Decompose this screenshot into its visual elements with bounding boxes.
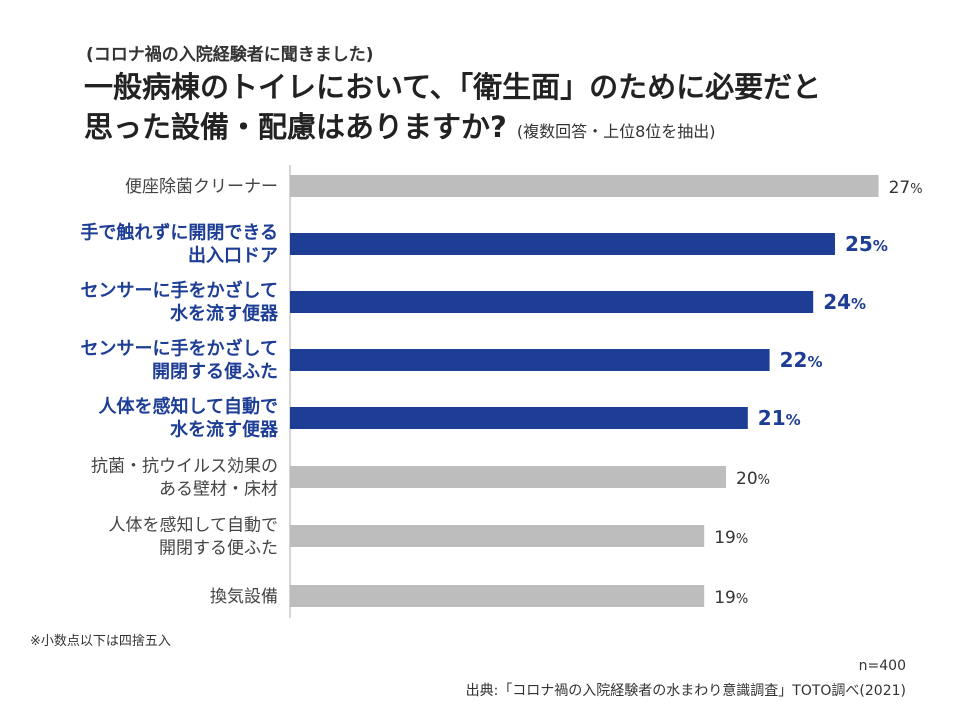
chart-title-line2: 思った設備・配慮はありますか? (複数回答・上位8位を抽出) [84,107,821,152]
value-label-3-unit: % [851,295,866,313]
category-label-5: 人体を感知して自動で水を流す便器 [99,396,279,441]
rounding-footnote: ※小数点以下は四捨五入 [30,634,171,649]
bar-5 [290,407,748,429]
category-label-1-line-1: 便座除菌クリーナー [125,177,278,197]
chart-title-line2-text: 思った設備・配慮はありますか? [84,110,507,144]
value-label-1-number: 27 [889,178,911,198]
value-label-5: 21% [758,406,801,430]
value-label-4: 22% [780,348,823,372]
value-label-8: 19% [714,588,748,608]
chart-header: (コロナ禍の入院経験者に聞きました) 一般病棟のトイレにおいて、「衛生面」のため… [84,40,821,152]
category-label-4-line-2: 開閉する便ふた [152,361,278,383]
source-citation: 出典:「コロナ禍の入院経験者の水まわり意識調査」TOTO調べ(2021) [465,683,906,699]
category-label-2: 手で触れずに開閉できる出入口ドア [80,222,278,267]
value-label-5-unit: % [786,411,801,429]
category-label-7: 人体を感知して自動で開閉する便ふた [109,516,279,559]
category-label-6-line-2: ある壁材・床材 [159,480,278,500]
chart-subtitle: (コロナ禍の入院経験者に聞きました) [86,45,374,65]
bar-1 [290,175,879,197]
value-label-7-number: 19 [714,528,736,548]
value-label-6-number: 20 [736,469,758,489]
value-label-2: 25% [845,232,888,256]
value-label-1-unit: % [910,182,922,197]
value-label-1: 27% [889,178,923,198]
value-label-6-unit: % [758,473,770,488]
value-label-4-number: 22 [780,348,808,372]
category-label-3: センサーに手をかざして水を流す便器 [81,280,279,325]
chart-title-note: (複数回答・上位8位を抽出) [516,122,716,141]
category-label-4: センサーに手をかざして開閉する便ふた [81,338,278,383]
category-label-2-line-1: 手で触れずに開閉できる [80,222,278,244]
category-label-1: 便座除菌クリーナー [125,177,278,197]
category-label-3-line-1: センサーに手をかざして [81,280,278,302]
category-label-8-line-1: 換気設備 [210,587,278,607]
value-label-3: 24% [823,290,866,314]
value-label-6: 20% [736,469,770,489]
value-label-3-number: 24 [823,290,851,314]
bar-2 [290,233,835,255]
bar-6 [290,466,726,488]
category-label-5-line-2: 水を流す便器 [170,419,279,441]
value-label-7: 19% [714,528,748,548]
value-label-2-unit: % [873,237,888,255]
value-label-2-number: 25 [845,232,873,256]
category-label-2-line-2: 出入口ドア [188,245,278,267]
value-label-8-unit: % [736,592,748,607]
value-label-8-number: 19 [714,588,736,608]
category-label-6-line-1: 抗菌・抗ウイルス効果の [91,457,278,477]
chart-title-line1: 一般病棟のトイレにおいて、「衛生面」のために必要だと [84,70,822,104]
value-label-4-unit: % [807,353,822,371]
category-label-3-line-2: 水を流す便器 [170,303,279,325]
category-label-6: 抗菌・抗ウイルス効果のある壁材・床材 [91,457,278,500]
bar-4 [290,349,770,371]
bar-8 [290,585,705,607]
category-label-8: 換気設備 [210,587,278,607]
category-label-7-line-2: 開閉する便ふた [159,539,278,559]
category-label-5-line-1: 人体を感知して自動で [99,396,278,418]
bar-7 [290,525,705,547]
category-label-7-line-1: 人体を感知して自動で [109,516,279,536]
bar-3 [290,291,814,313]
category-label-4-line-1: センサーに手をかざして [81,338,278,360]
sample-size: n=400 [858,658,906,674]
value-label-7-unit: % [736,532,748,547]
value-label-5-number: 21 [758,406,786,430]
